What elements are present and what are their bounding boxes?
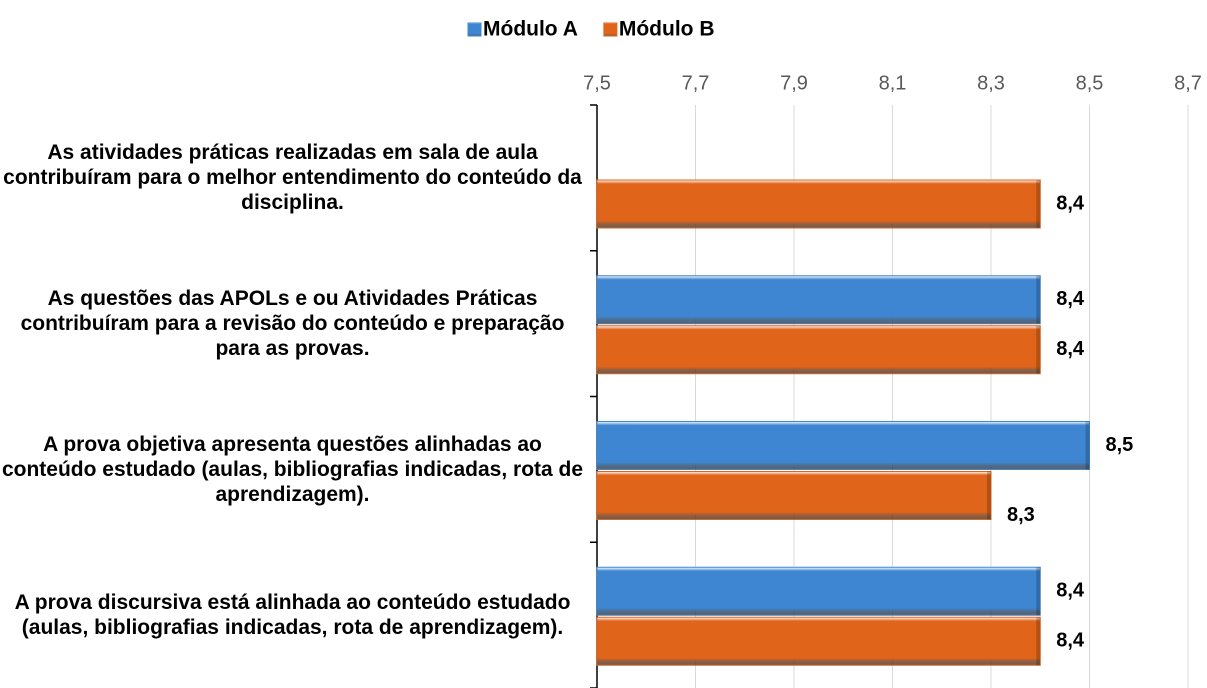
x-tick-label: 8,7 (1174, 72, 1202, 94)
bar (596, 275, 1041, 325)
data-label: 8,3 (1007, 504, 1035, 526)
legend-swatch (467, 22, 482, 37)
x-tick-label: 7,7 (682, 72, 710, 94)
bar (596, 325, 1041, 375)
x-tick-label: 7,5 (583, 72, 611, 94)
category-label: As questões das APOLs e ou Atividades Pr… (20, 287, 565, 361)
data-label: 8,4 (1056, 338, 1085, 360)
legend-label: Módulo A (483, 18, 578, 41)
bar-end (1085, 421, 1090, 470)
bar (596, 421, 1090, 470)
data-label: 8,4 (1056, 580, 1085, 602)
data-label: 8,4 (1056, 288, 1085, 310)
x-tick-label: 8,3 (977, 72, 1005, 94)
bar (596, 566, 1041, 616)
category-label: A prova discursiva está alinhada ao cont… (14, 591, 571, 640)
bar-end (1036, 325, 1041, 374)
data-label: 8,5 (1106, 434, 1134, 456)
data-label: 8,4 (1056, 192, 1085, 214)
bar-end (987, 471, 991, 520)
bar-end (1036, 617, 1041, 666)
bar-end (1036, 275, 1041, 324)
category-label: As atividades práticas realizadas em sal… (3, 141, 582, 215)
x-tick-label: 8,5 (1076, 72, 1104, 94)
bar-end (1036, 180, 1041, 228)
category-label: A prova objetiva apresenta questões alin… (1, 432, 584, 506)
bar (596, 179, 1041, 229)
bar (596, 616, 1041, 666)
bar (596, 471, 992, 520)
legend-label: Módulo B (619, 18, 715, 41)
legend-swatch (603, 22, 618, 37)
x-tick-label: 7,9 (780, 72, 808, 94)
data-label: 8,4 (1056, 630, 1085, 652)
x-tick-label: 8,1 (879, 72, 907, 94)
bar-end (1036, 567, 1041, 616)
